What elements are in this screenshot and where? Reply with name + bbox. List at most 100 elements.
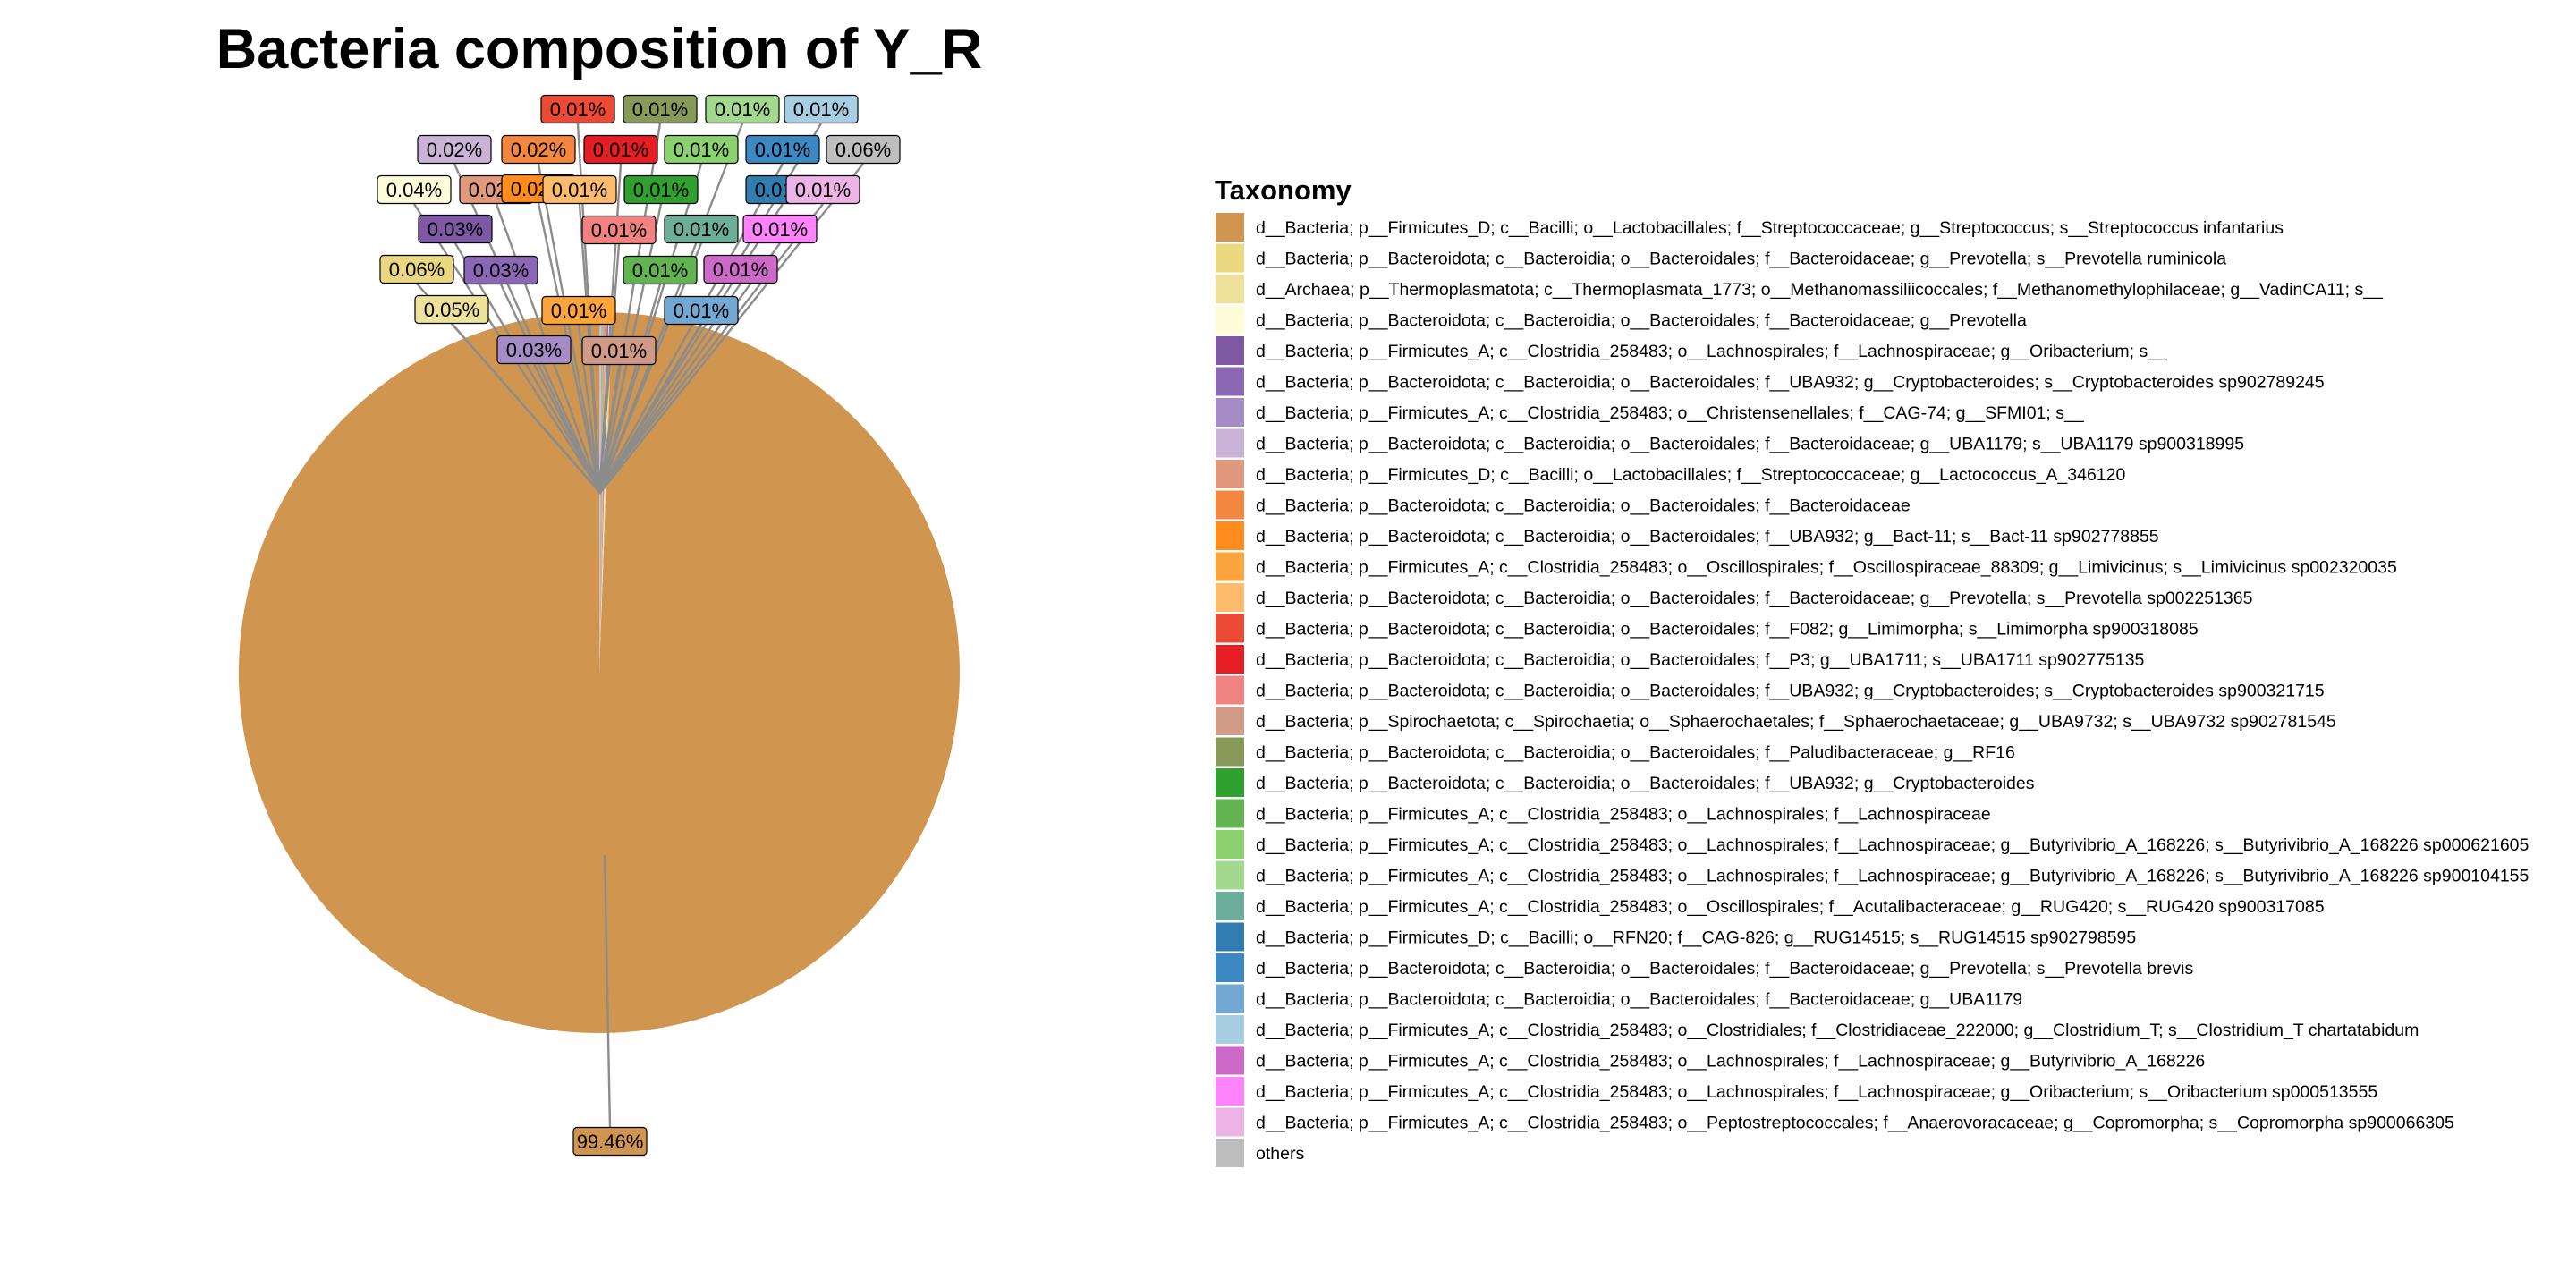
legend-swatch-17	[1216, 737, 1244, 767]
chart-title: Bacteria composition of Y_R	[216, 18, 983, 80]
slice-label-16: 0.01%	[591, 340, 647, 362]
legend-swatch-26	[1216, 1015, 1244, 1044]
pie-slice-14	[599, 312, 605, 673]
slice-label-box-22	[664, 214, 739, 244]
legend-swatch-13	[1216, 614, 1244, 643]
pie-slice-12	[599, 312, 606, 673]
legend-swatch-6	[1216, 398, 1244, 427]
legend-swatch-19	[1216, 799, 1244, 828]
slice-label-box-12	[542, 174, 617, 205]
slice-label-box-30	[826, 134, 901, 165]
leader-line-28	[598, 242, 781, 493]
slice-label-box-25	[664, 295, 739, 326]
legend-swatch-0	[1216, 213, 1244, 242]
legend-entry-9: d__Bacteria; p__Bacteroidota; c__Bactero…	[1256, 496, 1911, 516]
legend-entry-8: d__Bacteria; p__Firmicutes_D; c__Bacilli…	[1256, 465, 2125, 485]
slice-label-17: 0.01%	[632, 98, 688, 121]
legend-swatch-10	[1216, 521, 1244, 550]
slice-label-box-5	[463, 255, 538, 285]
legend-entry-1: d__Bacteria; p__Bacteroidota; c__Bactero…	[1256, 250, 2226, 269]
pie-slices	[238, 311, 960, 1033]
leader-line-15	[598, 243, 621, 495]
slice-label-box-27	[703, 254, 778, 284]
slice-label-box-16	[581, 335, 657, 366]
slice-label-30: 0.06%	[835, 139, 891, 161]
legend-entry-17: d__Bacteria; p__Bacteroidota; c__Bactero…	[1256, 743, 2015, 763]
legend-entry-26: d__Bacteria; p__Firmicutes_A; c__Clostri…	[1256, 1021, 2419, 1040]
slice-label-27: 0.01%	[713, 258, 768, 281]
slice-label-18: 0.01%	[633, 179, 689, 201]
legend-entry-28: d__Bacteria; p__Firmicutes_A; c__Clostri…	[1256, 1082, 2377, 1102]
pie-slice-24	[599, 312, 603, 673]
legend-swatch-15	[1216, 675, 1244, 705]
pie-slice-21	[599, 312, 603, 673]
legend-entry-27: d__Bacteria; p__Firmicutes_A; c__Clostri…	[1256, 1052, 2205, 1072]
leader-line-19	[598, 284, 662, 491]
slice-label-11: 0.01%	[551, 300, 606, 322]
slice-label-14: 0.01%	[593, 139, 648, 161]
slice-label-2: 0.05%	[424, 299, 479, 321]
slice-label-28: 0.01%	[752, 218, 808, 241]
legend-entry-12: d__Bacteria; p__Bacteroidota; c__Bactero…	[1256, 589, 2253, 608]
legend-entry-18: d__Bacteria; p__Bacteroidota; c__Bactero…	[1256, 774, 2035, 793]
legend-entry-3: d__Bacteria; p__Bacteroidota; c__Bactero…	[1256, 311, 2027, 331]
legend-entry-19: d__Bacteria; p__Firmicutes_A; c__Clostri…	[1256, 805, 1991, 825]
legend-swatch-14	[1216, 645, 1244, 674]
slice-label-25: 0.01%	[674, 300, 729, 322]
slice-label-13: 0.01%	[550, 98, 606, 121]
legend-swatch-11	[1216, 552, 1244, 581]
slice-label-1: 0.06%	[389, 258, 445, 281]
legend-entry-24: d__Bacteria; p__Bacteroidota; c__Bactero…	[1256, 959, 2193, 979]
leader-line-22	[598, 242, 703, 493]
legend-entry-25: d__Bacteria; p__Bacteroidota; c__Bactero…	[1256, 990, 2022, 1010]
slice-label-12: 0.01%	[552, 179, 607, 201]
legend-swatch-20	[1216, 830, 1244, 859]
legend-swatch-3	[1216, 305, 1244, 335]
legend-swatch-1	[1216, 243, 1244, 273]
legend-entry-30: others	[1256, 1144, 1304, 1164]
pie-slice-0	[238, 312, 960, 1033]
slice-label-box-21	[705, 94, 780, 124]
legend-entry-0: d__Bacteria; p__Firmicutes_D; c__Bacilli…	[1256, 218, 2284, 238]
legend-entry-10: d__Bacteria; p__Bacteroidota; c__Bactero…	[1256, 527, 2159, 547]
pie-slice-10	[599, 312, 606, 673]
legend-swatch-24	[1216, 953, 1244, 982]
legend-entry-29: d__Bacteria; p__Firmicutes_A; c__Clostri…	[1256, 1114, 2454, 1133]
pie-slice-13	[599, 312, 605, 673]
pie-slice-1	[599, 312, 613, 673]
legend-entry-14: d__Bacteria; p__Bacteroidota; c__Bactero…	[1256, 650, 2145, 670]
slice-label-box-19	[623, 255, 698, 285]
slice-label-box-2	[414, 294, 489, 325]
pie-slice-23	[599, 312, 603, 673]
legend-swatch-22	[1216, 892, 1244, 920]
pie-slice-9	[599, 312, 606, 673]
legend-entry-7: d__Bacteria; p__Bacteroidota; c__Bactero…	[1256, 435, 2244, 454]
legend-entry-20: d__Bacteria; p__Firmicutes_A; c__Clostri…	[1256, 835, 2529, 855]
legend-swatch-4	[1216, 336, 1244, 365]
slice-label-0: 99.46%	[577, 1131, 644, 1153]
pie-slice-11	[599, 312, 606, 673]
pie-slice-2	[599, 312, 611, 673]
slice-label-29: 0.01%	[795, 179, 851, 201]
legend-swatch-8	[1216, 460, 1244, 488]
slice-label-21: 0.01%	[715, 98, 770, 121]
slice-label-box-1	[379, 254, 454, 284]
leader-line-29	[598, 203, 824, 492]
legend-swatch-21	[1216, 860, 1244, 890]
legend-swatch-12	[1216, 583, 1244, 612]
legend-swatch-30	[1216, 1139, 1244, 1167]
leader-line-0	[603, 854, 612, 1128]
legend-swatch-7	[1216, 428, 1244, 458]
legend-swatch-5	[1216, 367, 1244, 396]
pie-slice-16	[599, 312, 605, 673]
legend-swatch-29	[1216, 1107, 1244, 1137]
slice-label-box-6	[496, 335, 572, 365]
legend-entry-6: d__Bacteria; p__Firmicutes_A; c__Clostri…	[1256, 403, 2085, 423]
slice-label-box-18	[623, 174, 699, 205]
legend-entry-21: d__Bacteria; p__Firmicutes_A; c__Clostri…	[1256, 867, 2529, 886]
legend-entry-4: d__Bacteria; p__Firmicutes_A; c__Clostri…	[1256, 342, 2168, 361]
legend-title: Taxonomy	[1215, 174, 1352, 206]
legend-entry-16: d__Bacteria; p__Spirochaetota; c__Spiroc…	[1256, 712, 2336, 732]
slice-label-24: 0.01%	[755, 139, 810, 161]
